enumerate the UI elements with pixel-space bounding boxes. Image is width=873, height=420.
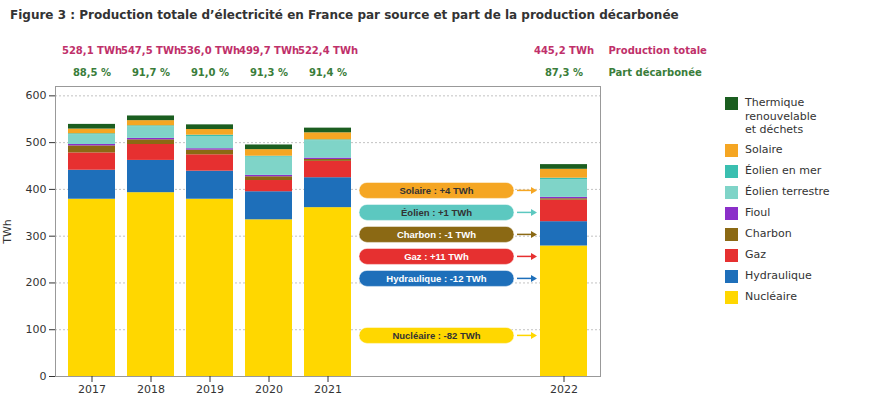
svg-text:2019: 2019	[196, 384, 224, 397]
html-text:Nucléaire: Nucléaire	[745, 290, 797, 303]
svg-text:Gaz : +11 TWh: Gaz : +11 TWh	[404, 251, 469, 262]
html-text:Gaz: Gaz	[745, 248, 766, 261]
svg-text:300: 300	[26, 230, 47, 243]
svg-text:Part décarbonée: Part décarbonée	[609, 67, 702, 78]
svg-text:0: 0	[40, 370, 47, 383]
svg-text:500: 500	[26, 137, 47, 150]
svg-text:100: 100	[26, 324, 47, 337]
html-text:Éolien terrestre: Éolien terrestre	[745, 185, 830, 198]
svg-text:91,7 %91.7: 91,7 %91.7	[132, 67, 170, 78]
svg-text:88,5 %88.5: 88,5 %88.5	[73, 67, 111, 78]
svg-text:87,3 %87.3: 87,3 %87.3	[545, 67, 583, 78]
svg-text:Éolien : +1 TWh: Éolien : +1 TWh	[401, 207, 472, 218]
html-text:Éolien en mer: Éolien en mer	[745, 164, 822, 177]
svg-text:2017: 2017	[78, 384, 106, 397]
svg-text:499,7 TWh499.7: 499,7 TWh499.7	[239, 45, 299, 56]
svg-text:528,1 TWh528.1: 528,1 TWh528.1	[62, 45, 122, 56]
svg-text:2021: 2021	[314, 384, 342, 397]
svg-text:400: 400	[26, 183, 47, 196]
svg-text:2018: 2018	[137, 384, 165, 397]
html-text:Thermique renouvelable et déch: Thermique renouvelable et déchets	[745, 96, 817, 136]
svg-text:600: 600	[26, 90, 47, 103]
svg-text:Nucléaire : -82 TWh: Nucléaire : -82 TWh	[392, 330, 480, 341]
svg-text:547,5 TWh547.5: 547,5 TWh547.5	[121, 45, 181, 56]
svg-text:2022: 2022	[550, 384, 578, 397]
svg-text:Production totale: Production totale	[609, 45, 708, 56]
svg-text:TWh: TWh	[1, 220, 14, 246]
svg-text:91,0 %91: 91,0 %91	[191, 67, 229, 78]
svg-text:91,4 %91.4: 91,4 %91.4	[309, 67, 347, 78]
svg-text:91,3 %91.3: 91,3 %91.3	[250, 67, 288, 78]
svg-text:Solaire : +4 TWh: Solaire : +4 TWh	[399, 185, 473, 196]
svg-text:Charbon : -1 TWh: Charbon : -1 TWh	[397, 229, 476, 240]
html-text:Solaire: Solaire	[745, 143, 783, 156]
html-text:Figure 3 : Production totale d: Figure 3 : Production totale d’électrici…	[10, 8, 679, 22]
html-text:Charbon: Charbon	[745, 227, 792, 240]
html-text:Hydraulique: Hydraulique	[745, 269, 812, 282]
svg-text:200: 200	[26, 277, 47, 290]
svg-text:522,4 TWh522.4: 522,4 TWh522.4	[298, 45, 358, 56]
svg-text:Hydraulique : -12 TWh: Hydraulique : -12 TWh	[386, 273, 486, 284]
html-text:Fioul: Fioul	[745, 206, 771, 219]
svg-text:2020: 2020	[255, 384, 283, 397]
svg-text:536,0 TWh536: 536,0 TWh536	[180, 45, 240, 56]
svg-text:445,2 TWh445.2: 445,2 TWh445.2	[534, 45, 594, 56]
